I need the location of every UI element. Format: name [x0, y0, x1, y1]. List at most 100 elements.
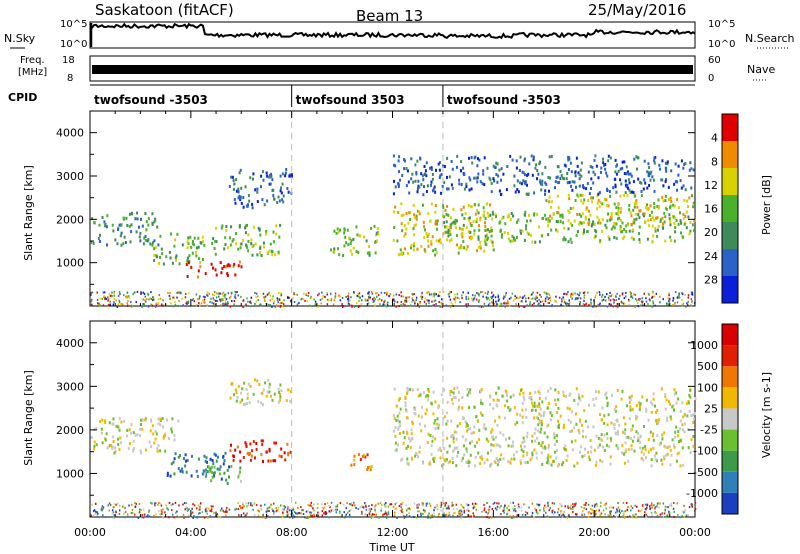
scatter-cell	[463, 453, 466, 457]
scatter-cell	[637, 436, 640, 440]
scatter-cell	[514, 190, 517, 194]
ground-scatter-cell	[246, 505, 248, 508]
scatter-cell	[337, 247, 339, 251]
ground-scatter-cell	[651, 514, 653, 517]
ground-scatter-cell	[674, 302, 676, 305]
ground-scatter-cell	[487, 511, 490, 514]
scatter-cell	[556, 448, 558, 452]
ground-scatter-cell	[131, 305, 133, 308]
ground-scatter-cell	[312, 507, 314, 510]
ground-scatter-cell	[589, 508, 592, 510]
ground-scatter-cell	[157, 298, 160, 301]
scatter-cell	[159, 234, 162, 238]
scatter-cell	[229, 396, 232, 400]
scatter-cell	[191, 251, 194, 255]
ground-scatter-cell	[368, 508, 371, 511]
ground-scatter-cell	[401, 508, 404, 511]
ground-scatter-cell	[427, 291, 430, 294]
scatter-cell	[261, 443, 264, 447]
scatter-cell	[526, 431, 529, 435]
ground-scatter-cell	[608, 295, 610, 298]
ground-scatter-cell	[679, 516, 682, 519]
ground-scatter-cell	[566, 515, 569, 518]
scatter-cell	[538, 421, 541, 424]
ground-scatter-cell	[257, 299, 260, 302]
ground-scatter-cell	[461, 513, 463, 516]
scatter-cell	[595, 396, 598, 400]
scatter-cell	[619, 225, 622, 229]
scatter-cell	[689, 451, 692, 455]
scatter-cell	[556, 211, 559, 215]
scatter-cell	[675, 459, 678, 463]
ground-scatter-cell	[268, 510, 270, 512]
ground-scatter-cell	[270, 503, 272, 506]
ground-scatter-cell	[668, 294, 670, 297]
scatter-cell	[563, 236, 566, 240]
ground-scatter-cell	[464, 516, 466, 518]
scatter-cell	[679, 219, 682, 223]
scatter-cell	[438, 423, 441, 427]
scatter-cell	[151, 223, 154, 226]
scatter-cell	[141, 427, 144, 431]
scatter-cell	[639, 446, 642, 450]
scatter-cell	[615, 206, 618, 210]
ground-scatter-cell	[234, 293, 237, 296]
ground-scatter-cell	[368, 505, 370, 507]
ground-scatter-cell	[630, 509, 632, 512]
ground-scatter-cell	[281, 508, 284, 511]
scatter-cell	[139, 231, 142, 235]
ground-scatter-cell	[237, 508, 239, 510]
scatter-cell	[235, 391, 238, 395]
scatter-cell	[607, 235, 610, 239]
scatter-cell	[343, 231, 346, 235]
scatter-cell	[668, 213, 671, 217]
scatter-cell	[528, 162, 531, 166]
ground-scatter-cell	[487, 508, 490, 511]
ground-scatter-cell	[326, 502, 329, 505]
time-axis: 00:00 04:00 08:00 12:00 16:00 20:00 00:00	[74, 526, 711, 539]
scatter-cell	[682, 217, 685, 221]
scatter-cell	[684, 188, 687, 192]
ground-scatter-cell	[191, 299, 194, 301]
ground-scatter-cell	[219, 300, 222, 303]
scatter-cell	[605, 171, 608, 175]
ground-scatter-cell	[480, 291, 482, 294]
scatter-cell	[498, 168, 501, 172]
scatter-cell	[588, 192, 591, 196]
scatter-cell	[652, 392, 655, 396]
ground-scatter-cell	[643, 292, 645, 295]
scatter-cell	[477, 245, 480, 249]
ground-scatter-cell	[585, 502, 587, 505]
scatter-cell	[412, 180, 415, 184]
colorbar-tick-label: 500	[697, 360, 718, 373]
scatter-cell	[569, 237, 572, 241]
scatter-cell	[434, 418, 437, 422]
ground-scatter-cell	[255, 292, 258, 295]
ground-scatter-cell	[445, 513, 448, 516]
scatter-cell	[571, 223, 574, 227]
ground-scatter-cell	[681, 304, 683, 307]
ground-scatter-cell	[576, 293, 579, 296]
ground-scatter-cell	[239, 505, 241, 507]
scatter-cell	[495, 435, 497, 439]
scatter-cell	[553, 450, 556, 454]
scatter-cell	[162, 435, 165, 438]
scatter-cell	[507, 444, 510, 448]
ground-scatter-cell	[471, 516, 474, 518]
scatter-cell	[397, 210, 400, 214]
scatter-cell	[630, 394, 633, 398]
ground-scatter-cell	[478, 293, 480, 296]
scatter-cell	[467, 464, 470, 468]
scatter-cell	[424, 228, 426, 232]
scatter-cell	[374, 251, 377, 255]
ground-scatter-cell	[175, 511, 177, 514]
ground-scatter-cell	[416, 504, 418, 507]
ground-scatter-cell	[307, 516, 310, 519]
ground-scatter-cell	[672, 299, 674, 302]
ground-scatter-cell	[577, 297, 579, 300]
ground-scatter-cell	[652, 303, 655, 306]
scatter-cell	[286, 442, 289, 446]
ground-scatter-cell	[686, 302, 688, 305]
ground-scatter-cell	[453, 298, 456, 301]
scatter-cell	[353, 458, 356, 462]
